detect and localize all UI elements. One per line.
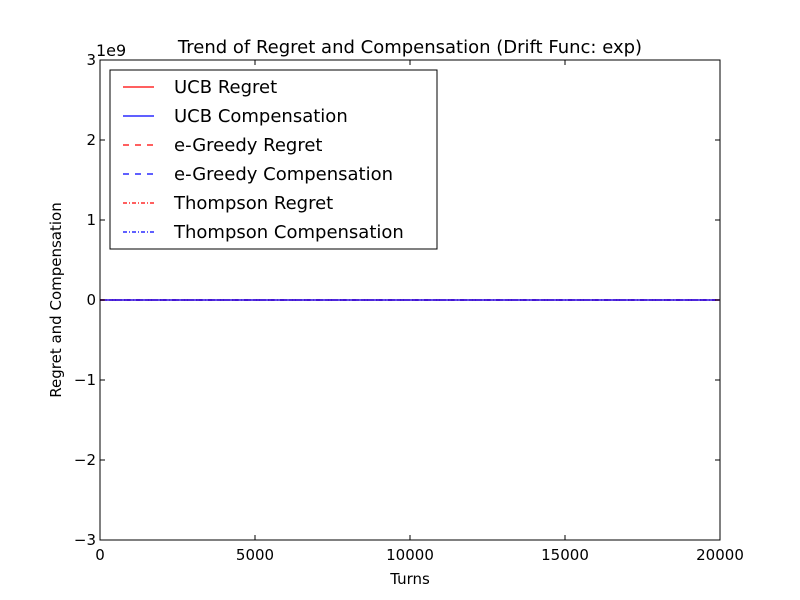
x-tick-label: 10000 bbox=[386, 546, 434, 564]
y-tick-label: 2 bbox=[86, 131, 96, 149]
ticks-layer: 0 5000 10000 15000 20000 −3 −2 −1 0 1 2 3 bbox=[74, 51, 744, 564]
y-axis-label: Regret and Compensation bbox=[47, 202, 65, 397]
legend-label-6: Thompson Compensation bbox=[173, 222, 404, 243]
x-tick-label: 0 bbox=[95, 546, 105, 564]
axes-frame bbox=[99, 59, 721, 541]
legend-box bbox=[109, 69, 438, 250]
legend-label-4: e-Greedy Compensation bbox=[174, 164, 393, 185]
x-tick-label: 5000 bbox=[236, 546, 274, 564]
legend: UCB Regret UCB Compensation e-Greedy Regre… bbox=[109, 69, 438, 250]
x-tick-label: 20000 bbox=[696, 546, 744, 564]
y-tick-label: 3 bbox=[86, 51, 96, 69]
y-tick-label: −2 bbox=[74, 451, 96, 469]
y-tick-label: 0 bbox=[86, 291, 96, 309]
legend-label-3: e-Greedy Regret bbox=[174, 135, 322, 156]
x-axis-label: Turns bbox=[389, 570, 430, 588]
legend-label-5: Thompson Regret bbox=[173, 193, 333, 214]
y-tick-label: 1 bbox=[86, 211, 96, 229]
legend-label-2: UCB Compensation bbox=[174, 106, 348, 127]
chart-title: Trend of Regret and Compensation (Drift … bbox=[177, 37, 642, 58]
y-tick-label: −1 bbox=[74, 371, 96, 389]
legend-label-1: UCB Regret bbox=[174, 77, 277, 98]
x-tick-label: 15000 bbox=[541, 546, 589, 564]
y-scale-label: 1e9 bbox=[96, 41, 126, 60]
y-tick-label: −3 bbox=[74, 531, 96, 549]
